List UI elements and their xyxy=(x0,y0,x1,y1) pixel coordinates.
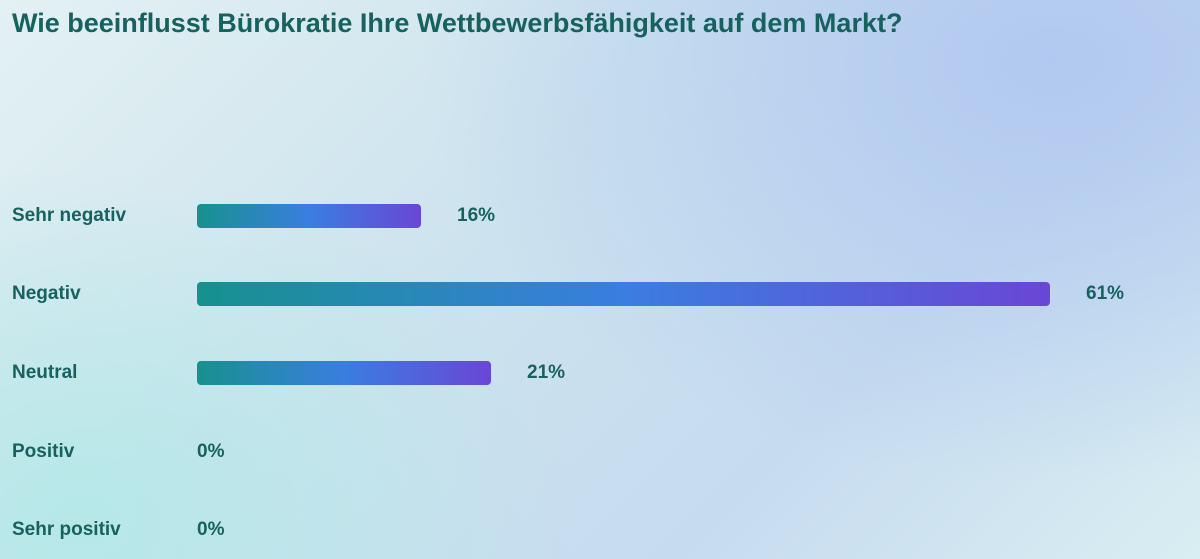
chart-title: Wie beeinflusst Bürokratie Ihre Wettbewe… xyxy=(12,8,903,38)
value-label: 61% xyxy=(1086,283,1125,304)
category-label: Neutral xyxy=(12,362,78,383)
category-label: Sehr positiv xyxy=(12,519,121,540)
category-label: Negativ xyxy=(12,283,81,304)
bar-row-neutral: Neutral 21% xyxy=(0,353,1200,393)
value-label: 0% xyxy=(197,441,225,462)
category-label: Positiv xyxy=(12,441,75,462)
bar-neutral xyxy=(197,361,491,385)
bar-row-sehr-negativ: Sehr negativ 16% xyxy=(0,196,1200,236)
bar-row-sehr-positiv: Sehr positiv 0% xyxy=(0,510,1200,550)
value-label: 16% xyxy=(457,205,496,226)
bar-sehr-negativ xyxy=(197,204,421,228)
bar-negativ xyxy=(197,282,1050,306)
bar-row-positiv: Positiv 0% xyxy=(0,432,1200,472)
value-label: 21% xyxy=(527,362,566,383)
bar-row-negativ: Negativ 61% xyxy=(0,274,1200,314)
category-label: Sehr negativ xyxy=(12,205,127,226)
value-label: 0% xyxy=(197,519,225,540)
